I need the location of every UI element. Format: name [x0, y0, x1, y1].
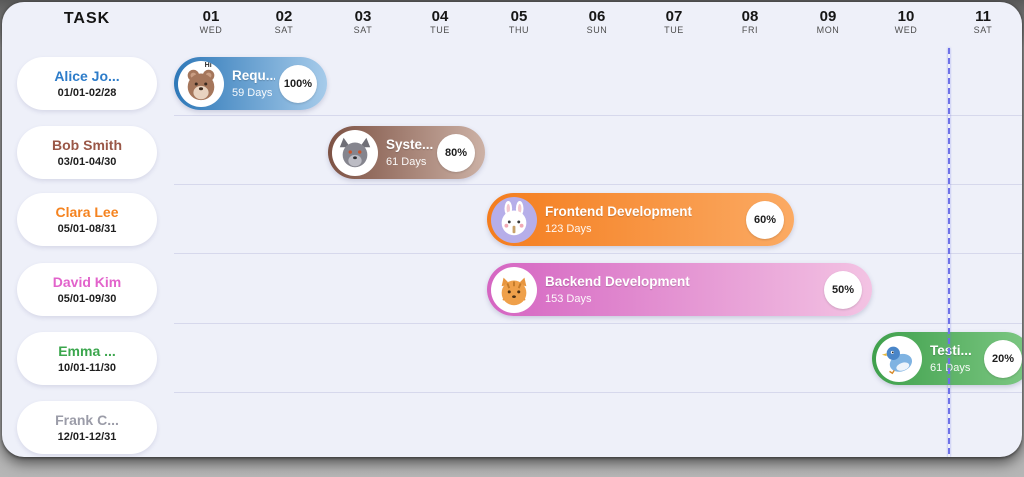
gantt-bar-backend-development[interactable]: Backend Development 153 Days 50%: [487, 263, 872, 316]
assignee-dates: 05/01-08/31: [57, 222, 117, 235]
assignee-pill-david[interactable]: David Kim 05/01-09/30: [17, 263, 157, 316]
month-tick-08: 08 FRI: [741, 8, 759, 35]
bar-duration: 59 Days: [232, 86, 273, 99]
month-tick-04: 04 TUE: [430, 8, 450, 35]
assignee-dates: 03/01-04/30: [57, 155, 117, 168]
month-tick-03: 03 SAT: [353, 8, 373, 35]
bar-title: Frontend Development: [545, 204, 693, 220]
gantt-bar-system-design[interactable]: Syste... 61 Days 80%: [328, 126, 485, 179]
progress-badge: 20%: [984, 339, 1022, 378]
task-column-header: TASK: [63, 10, 111, 27]
assignee-dates: 05/01-09/30: [57, 292, 117, 305]
gantt-bar-requirements[interactable]: Hi Requ... 59 Days 100%: [174, 57, 327, 110]
bar-title: Testi...: [930, 343, 972, 359]
assignee-name: David Kim: [52, 274, 122, 291]
assignee-name: Frank C...: [55, 412, 119, 429]
row-separator: [174, 115, 1022, 116]
assignee-name: Bob Smith: [52, 137, 122, 154]
row-separator: [174, 392, 1022, 393]
bar-text: Testi... 61 Days: [930, 343, 980, 374]
bar-text: Syste... 61 Days: [386, 137, 433, 168]
bar-title: Backend Development: [545, 274, 690, 290]
bar-text: Requ... 59 Days: [232, 68, 275, 99]
assignee-name: Alice Jo...: [54, 68, 120, 85]
assignee-name: Emma ...: [58, 343, 116, 360]
bar-text: Backend Development 153 Days: [545, 274, 820, 305]
row-separator: [174, 323, 1022, 324]
assignee-pill-alice[interactable]: Alice Jo... 01/01-02/28: [17, 57, 157, 110]
gantt-bar-frontend-development[interactable]: Frontend Development 123 Days 60%: [487, 193, 794, 246]
month-tick-06: 06 SUN: [586, 8, 608, 35]
month-tick-07: 07 TUE: [664, 8, 684, 35]
assignee-dates: 01/01-02/28: [57, 86, 117, 99]
assignee-pill-clara[interactable]: Clara Lee 05/01-08/31: [17, 193, 157, 246]
assignee-dates: 12/01-12/31: [57, 430, 117, 443]
assignee-pill-bob[interactable]: Bob Smith 03/01-04/30: [17, 126, 157, 179]
bar-duration: 153 Days: [545, 292, 592, 305]
bar-title: Requ...: [232, 68, 275, 84]
month-tick-11: 11 SAT: [973, 8, 993, 35]
bar-text: Frontend Development 123 Days: [545, 204, 742, 235]
bar-title: Syste...: [386, 137, 433, 153]
bear-avatar-icon: Hi: [178, 60, 224, 107]
today-marker-line: [948, 48, 950, 457]
month-tick-09: 09 MON: [816, 8, 840, 35]
avatar-speech-label: Hi: [204, 61, 212, 69]
row-separator: [174, 253, 1022, 254]
assignee-dates: 10/01-11/30: [57, 361, 117, 374]
bar-duration: 61 Days: [386, 155, 427, 168]
wolf-avatar-icon: [332, 129, 378, 176]
cat-avatar-icon: [491, 266, 537, 313]
month-tick-02: 02 SAT: [274, 8, 294, 35]
month-tick-01: 01 WED: [199, 8, 223, 35]
assignee-pill-emma[interactable]: Emma ... 10/01-11/30: [17, 332, 157, 385]
gantt-card: TASK 01 WED 02 SAT 03 SAT 04 TUE 05 THU …: [2, 2, 1022, 457]
progress-badge: 60%: [746, 200, 784, 239]
row-separator: [174, 184, 1022, 185]
progress-badge: 50%: [824, 270, 862, 309]
assignee-name: Clara Lee: [55, 204, 119, 221]
month-tick-10: 10 WED: [894, 8, 918, 35]
gantt-bar-testing[interactable]: Testi... 61 Days 20%: [872, 332, 1022, 385]
bar-duration: 61 Days: [930, 361, 971, 374]
assignee-pill-frank[interactable]: Frank C... 12/01-12/31: [17, 401, 157, 454]
bar-duration: 123 Days: [545, 222, 592, 235]
bird-avatar-icon: [876, 335, 922, 382]
progress-badge: 80%: [437, 133, 475, 172]
progress-badge: 100%: [279, 64, 317, 103]
rabbit-avatar-icon: [491, 196, 537, 243]
month-tick-05: 05 THU: [508, 8, 530, 35]
